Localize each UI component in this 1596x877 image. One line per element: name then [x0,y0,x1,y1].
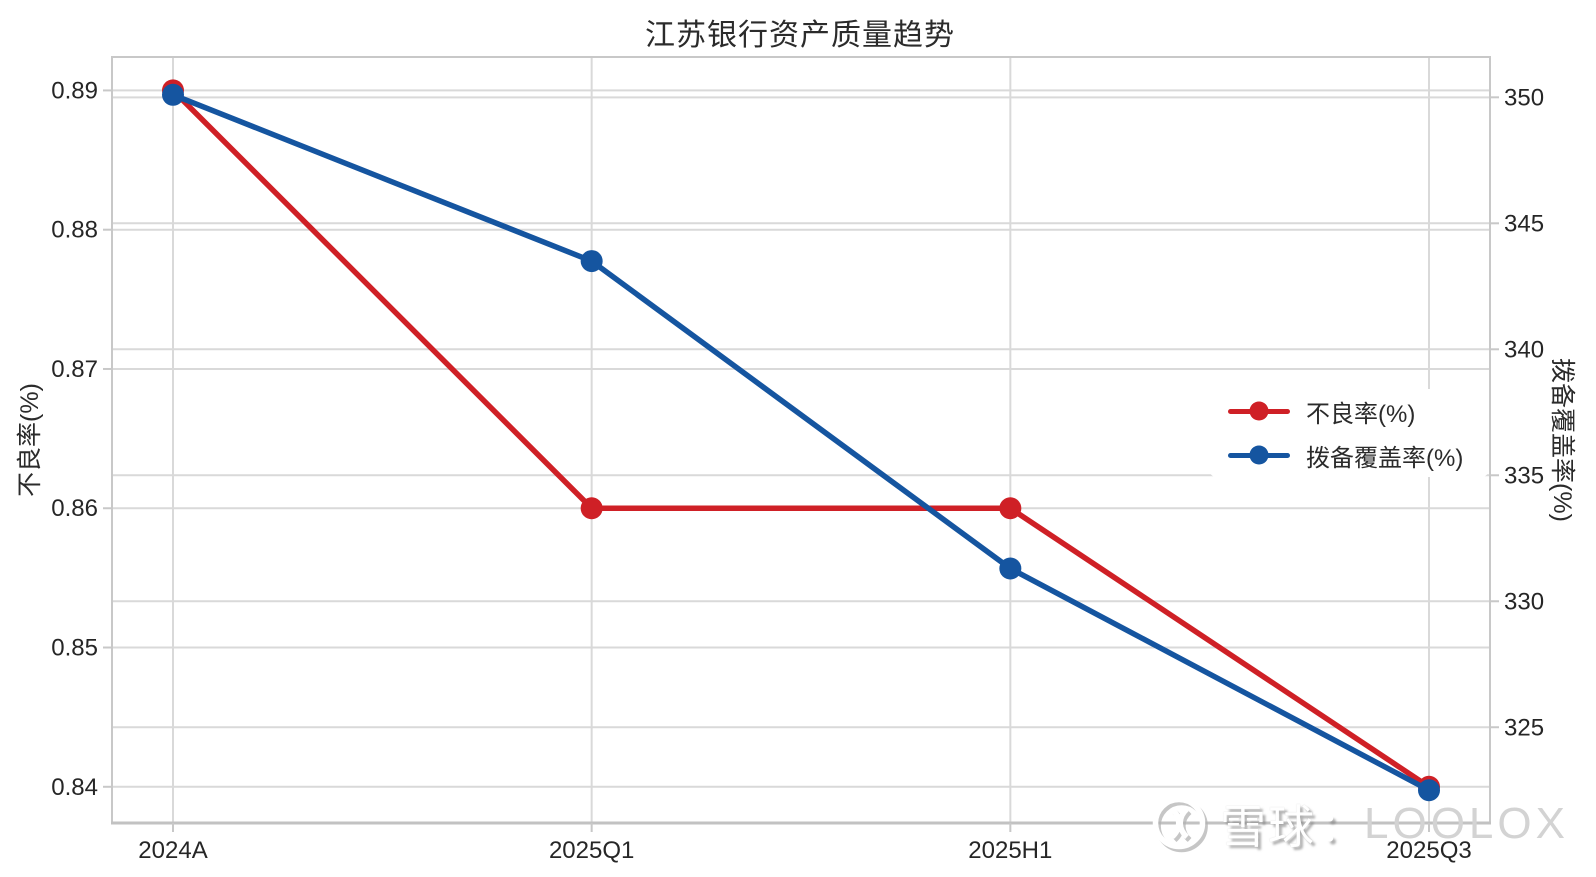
chart-title: 江苏银行资产质量趋势 [645,19,955,52]
provision-coverage-point-2025Q1[interactable] [580,250,603,273]
legend-line-sample-blue [1228,445,1290,465]
provision-coverage-point-2024A[interactable] [162,83,184,106]
left-tick-label: 0.86 [51,495,98,522]
watermark-site-name: 雪球 [1220,801,1316,853]
npl-ratio-point-2025Q1[interactable] [580,497,603,520]
left-tick-label: 0.87 [51,356,98,383]
x-tick-label: 2025H1 [968,837,1052,864]
provision-coverage-line [170,92,1432,793]
x-tick-label: 2025Q1 [549,837,634,864]
legend-dot-blue [1249,445,1269,465]
left-axis-title: 不良率(%) [16,383,44,497]
legend-label: 拨备覆盖率(%) [1306,444,1464,472]
legend-line-sample-red [1228,401,1290,421]
legend-item-npl-ratio[interactable]: 不良率(%) [1210,389,1488,433]
npl-ratio-point-2025H1[interactable] [999,497,1022,520]
watermark-username: LOOLOX [1364,799,1569,848]
npl-ratio-line [170,87,1432,790]
legend-dot-red [1249,401,1269,421]
left-tick-label: 0.84 [51,774,98,801]
right-axis-title: 拨备覆盖率(%) [1548,358,1576,522]
watermark: 雪球 ： LOOLOX [1150,792,1569,856]
right-tick-label: 325 [1504,714,1544,741]
left-tick-label: 0.88 [51,217,98,244]
right-tick-label: 340 [1504,336,1544,363]
legend-item-provision-coverage[interactable]: 拨备覆盖率(%) [1210,433,1488,477]
legend: 不良率(%) 拨备覆盖率(%) [1210,389,1488,477]
right-tick-label: 335 [1504,462,1544,489]
watermark-separator: ： [1320,806,1360,850]
provision-coverage-point-2025Q3[interactable] [1418,779,1440,802]
right-tick-label: 350 [1504,84,1544,111]
x-tick-label: 2025Q3 [1386,837,1471,864]
right-tick-label: 330 [1504,588,1544,615]
right-tick-label: 345 [1504,210,1544,237]
xueqiu-logo-icon [1152,796,1208,853]
legend-label: 不良率(%) [1306,400,1416,428]
provision-coverage-point-2025H1[interactable] [999,557,1022,580]
left-tick-label: 0.89 [51,77,98,104]
x-tick-label: 2024A [138,837,207,864]
left-tick-label: 0.85 [51,635,98,662]
